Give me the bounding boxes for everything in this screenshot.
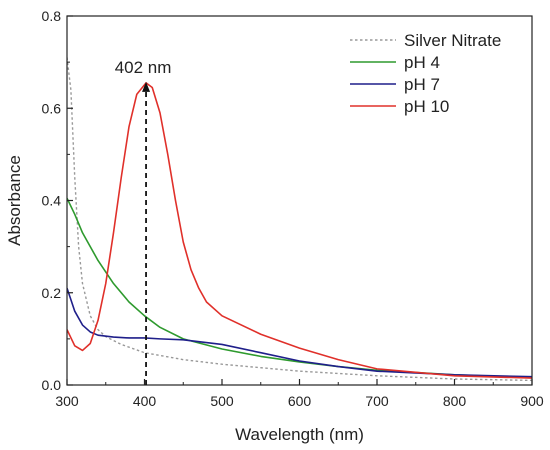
x-tick-label-4: 700 — [365, 393, 389, 409]
x-tick-label-5: 800 — [443, 393, 467, 409]
x-tick-label-2: 500 — [210, 393, 234, 409]
series-line-3 — [67, 82, 532, 379]
x-tick-label-1: 400 — [133, 393, 157, 409]
series-line-1 — [67, 197, 532, 379]
peak-label: 402 nm — [115, 58, 172, 77]
x-tick-label-0: 300 — [55, 393, 79, 409]
legend-label-2: pH 7 — [404, 75, 440, 94]
x-tick-label-6: 900 — [520, 393, 544, 409]
legend: Silver Nitrate pH 4 pH 7 pH 10 — [350, 31, 501, 116]
y-tick-label-0: 0.0 — [42, 377, 62, 393]
y-tick-label-1: 0.2 — [42, 285, 62, 301]
y-tick-label-4: 0.8 — [42, 8, 62, 24]
legend-label-0: Silver Nitrate — [404, 31, 501, 50]
series-line-2 — [67, 287, 532, 378]
x-tick-label-3: 600 — [288, 393, 312, 409]
axes: 300 400 500 600 700 800 900 0.0 0.2 0.4 0.6 0.8 — [42, 8, 544, 409]
peak-arrow-head — [142, 81, 151, 92]
y-tick-label-3: 0.6 — [42, 100, 62, 116]
legend-label-3: pH 10 — [404, 97, 449, 116]
legend-label-1: pH 4 — [404, 53, 440, 72]
y-tick-label-2: 0.4 — [42, 193, 62, 209]
series-group — [67, 57, 532, 382]
peak-annotation: 402 nm — [115, 58, 172, 385]
x-axis-label: Wavelength (nm) — [235, 425, 364, 444]
plot-area — [67, 57, 532, 382]
y-axis-label: Absorbance — [5, 155, 24, 246]
series-line-0 — [67, 57, 532, 382]
